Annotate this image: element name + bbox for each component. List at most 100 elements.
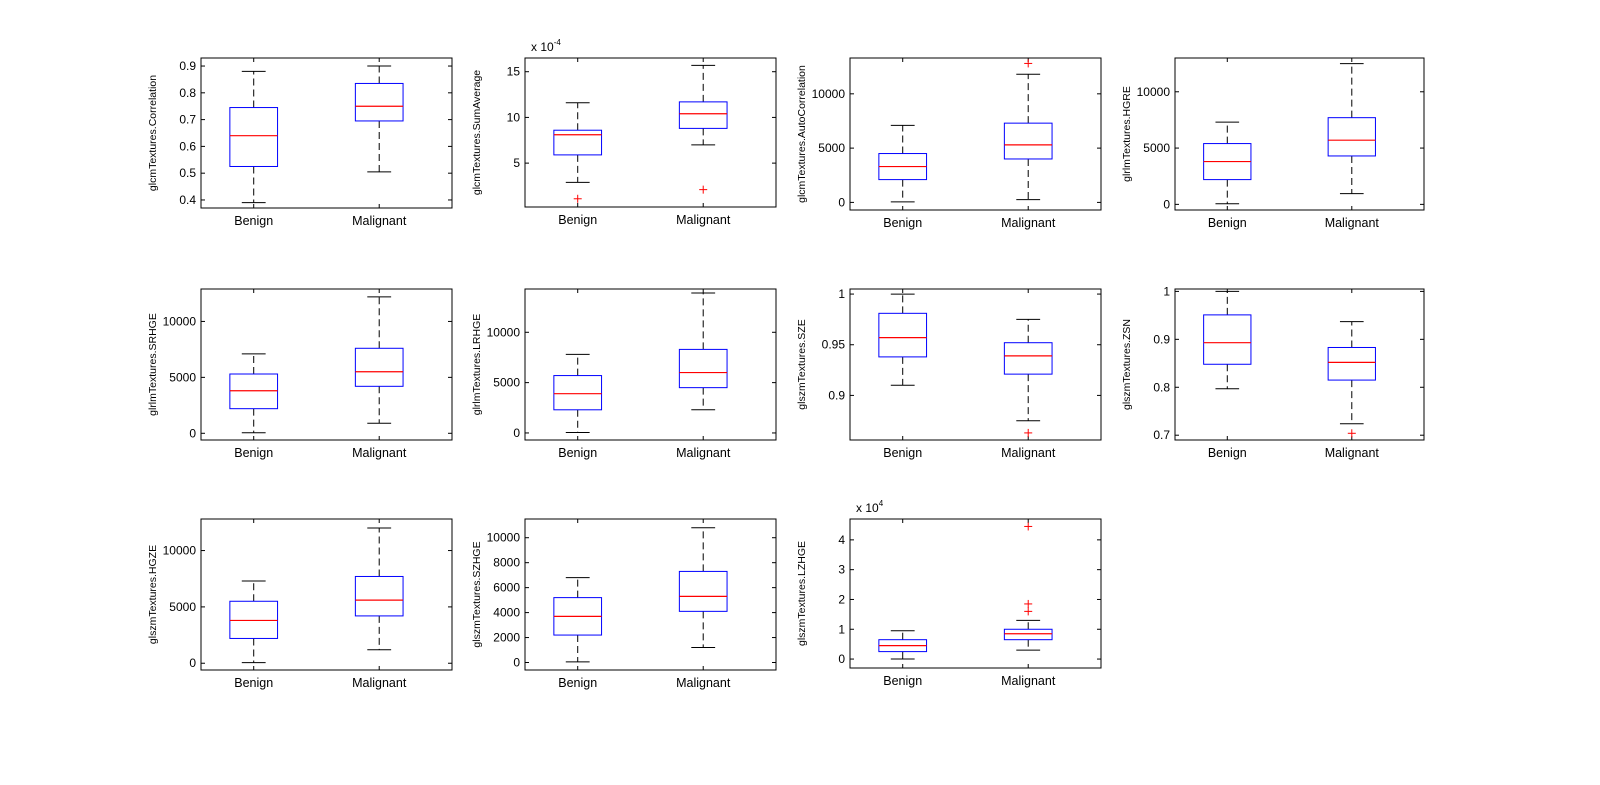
y-axis-label: glszmTextures.HGZE — [147, 545, 159, 644]
boxplot-panel: 5 10 15 Benign Malignant glcmTextures.SumAver… — [471, 38, 777, 227]
outlier-marker — [1024, 522, 1033, 531]
y-tick-label: 10000 — [163, 544, 197, 558]
outlier-marker — [1024, 599, 1033, 608]
y-tick-label: 1 — [838, 622, 845, 636]
y-tick-label: 4 — [838, 533, 845, 547]
y-axis-label: glcmTextures.SumAverage — [471, 70, 483, 195]
axes-frame — [200, 288, 453, 441]
boxplot-panel: 0 2000 4000 6000 8000 10000 Benign Malignant gls… — [471, 518, 777, 690]
axes-frame — [524, 57, 777, 208]
y-tick-label: 8000 — [493, 556, 520, 570]
y-tick-label: 5000 — [1143, 141, 1170, 155]
x-category-label: Benign — [234, 676, 273, 690]
boxplot-panel: 0.4 0.5 0.6 0.7 0.8 0.9 Benign Malignant glcmTex… — [147, 57, 453, 228]
axis-exponent-label: x 104 — [856, 499, 884, 515]
axes-frame — [1174, 288, 1425, 441]
y-tick-label: 2 — [838, 592, 845, 606]
y-tick-label: 0.7 — [1153, 428, 1170, 442]
box-group — [1327, 63, 1376, 195]
boxplot-panel: 0 5000 10000 Benign Malignant glrlmTextures.L… — [471, 288, 777, 460]
box-group — [878, 124, 928, 203]
x-category-label: Malignant — [676, 676, 731, 690]
axes-frame — [200, 518, 453, 671]
outlier-marker — [1024, 428, 1033, 437]
x-category-label: Benign — [1208, 216, 1247, 230]
y-tick-label: 4000 — [493, 606, 520, 620]
y-axis-label: glszmTextures.SZHGE — [471, 541, 483, 647]
box-group — [354, 65, 404, 173]
axes-frame — [849, 288, 1102, 441]
box-iqr — [354, 82, 404, 122]
axes-frame — [849, 57, 1102, 211]
y-tick-label: 3 — [838, 563, 845, 577]
box-group — [678, 292, 728, 411]
x-category-label: Benign — [558, 213, 597, 227]
box-iqr — [553, 375, 603, 411]
y-tick-label: 10000 — [163, 314, 197, 328]
x-category-label: Benign — [1208, 446, 1247, 460]
y-tick-label: 5 — [513, 156, 520, 170]
boxplot-panel: 0 5000 10000 Benign Malignant glcmTextures.Au… — [796, 57, 1102, 230]
boxplot-panel: 0 5000 10000 Benign Malignant glszmTextures.H… — [147, 518, 453, 690]
y-axis-label: glszmTextures.LZHGE — [796, 541, 808, 646]
boxplot-panel: 0.7 0.8 0.9 1 Benign Malignant glszmTextures.Z… — [1121, 284, 1425, 460]
axes-frame — [849, 518, 1102, 669]
boxplot-panel: 0 5000 10000 Benign Malignant glrlmTextures.H… — [1121, 57, 1425, 230]
axis-exponent-label: x 10-4 — [531, 38, 561, 54]
x-category-label: Malignant — [352, 446, 407, 460]
box-group — [229, 580, 279, 664]
outlier-marker — [1024, 59, 1033, 68]
box-iqr — [1327, 117, 1376, 157]
x-category-label: Malignant — [1325, 446, 1380, 460]
x-category-label: Malignant — [676, 446, 731, 460]
outlier-marker — [1347, 429, 1356, 438]
box-group — [553, 577, 603, 663]
axes-frame — [200, 57, 453, 209]
y-axis-label: glszmTextures.SZE — [796, 319, 808, 409]
x-category-label: Benign — [558, 446, 597, 460]
box-group — [678, 64, 728, 194]
y-tick-label: 5000 — [169, 600, 196, 614]
x-category-label: Malignant — [1001, 446, 1056, 460]
box-group — [878, 630, 928, 660]
axes-frame — [524, 288, 777, 441]
outlier-marker — [699, 185, 708, 194]
y-tick-label: 10 — [507, 110, 521, 124]
box-group — [229, 70, 279, 204]
box-group — [354, 527, 404, 651]
y-tick-label: 1 — [1163, 284, 1170, 298]
y-tick-label: 15 — [507, 65, 521, 79]
x-category-label: Benign — [883, 446, 922, 460]
box-group — [878, 293, 928, 386]
axes-frame — [1174, 57, 1425, 211]
y-tick-label: 0.5 — [179, 166, 196, 180]
box-iqr — [1003, 122, 1053, 160]
y-tick-label: 10000 — [487, 325, 521, 339]
box-group — [678, 527, 728, 649]
y-tick-label: 0 — [1163, 197, 1170, 211]
y-tick-label: 0 — [838, 195, 845, 209]
box-iqr — [678, 570, 728, 612]
y-tick-label: 5000 — [493, 376, 520, 390]
y-tick-label: 0.95 — [822, 338, 846, 352]
y-tick-label: 0 — [189, 426, 196, 440]
y-tick-label: 10000 — [1137, 85, 1171, 99]
y-axis-label: glcmTextures.AutoCorrelation — [796, 65, 808, 203]
box-group — [1203, 121, 1252, 205]
box-group — [1327, 321, 1376, 438]
box-group — [229, 353, 279, 434]
y-tick-label: 0.4 — [179, 193, 196, 207]
y-axis-label: glrlmTextures.LRHGE — [471, 314, 483, 416]
y-axis-label: glrlmTextures.HGRE — [1121, 86, 1133, 182]
box-group — [1003, 318, 1053, 437]
box-group — [553, 102, 603, 203]
axes-frame — [524, 518, 777, 671]
box-iqr — [678, 348, 728, 389]
x-category-label: Benign — [883, 674, 922, 688]
box-iqr — [1203, 314, 1252, 365]
y-tick-label: 0 — [513, 426, 520, 440]
box-iqr — [1003, 342, 1053, 375]
boxplot-panel: 0.9 0.95 1 Benign Malignant glszmTextures.SZE — [796, 287, 1102, 460]
x-category-label: Malignant — [1001, 674, 1056, 688]
